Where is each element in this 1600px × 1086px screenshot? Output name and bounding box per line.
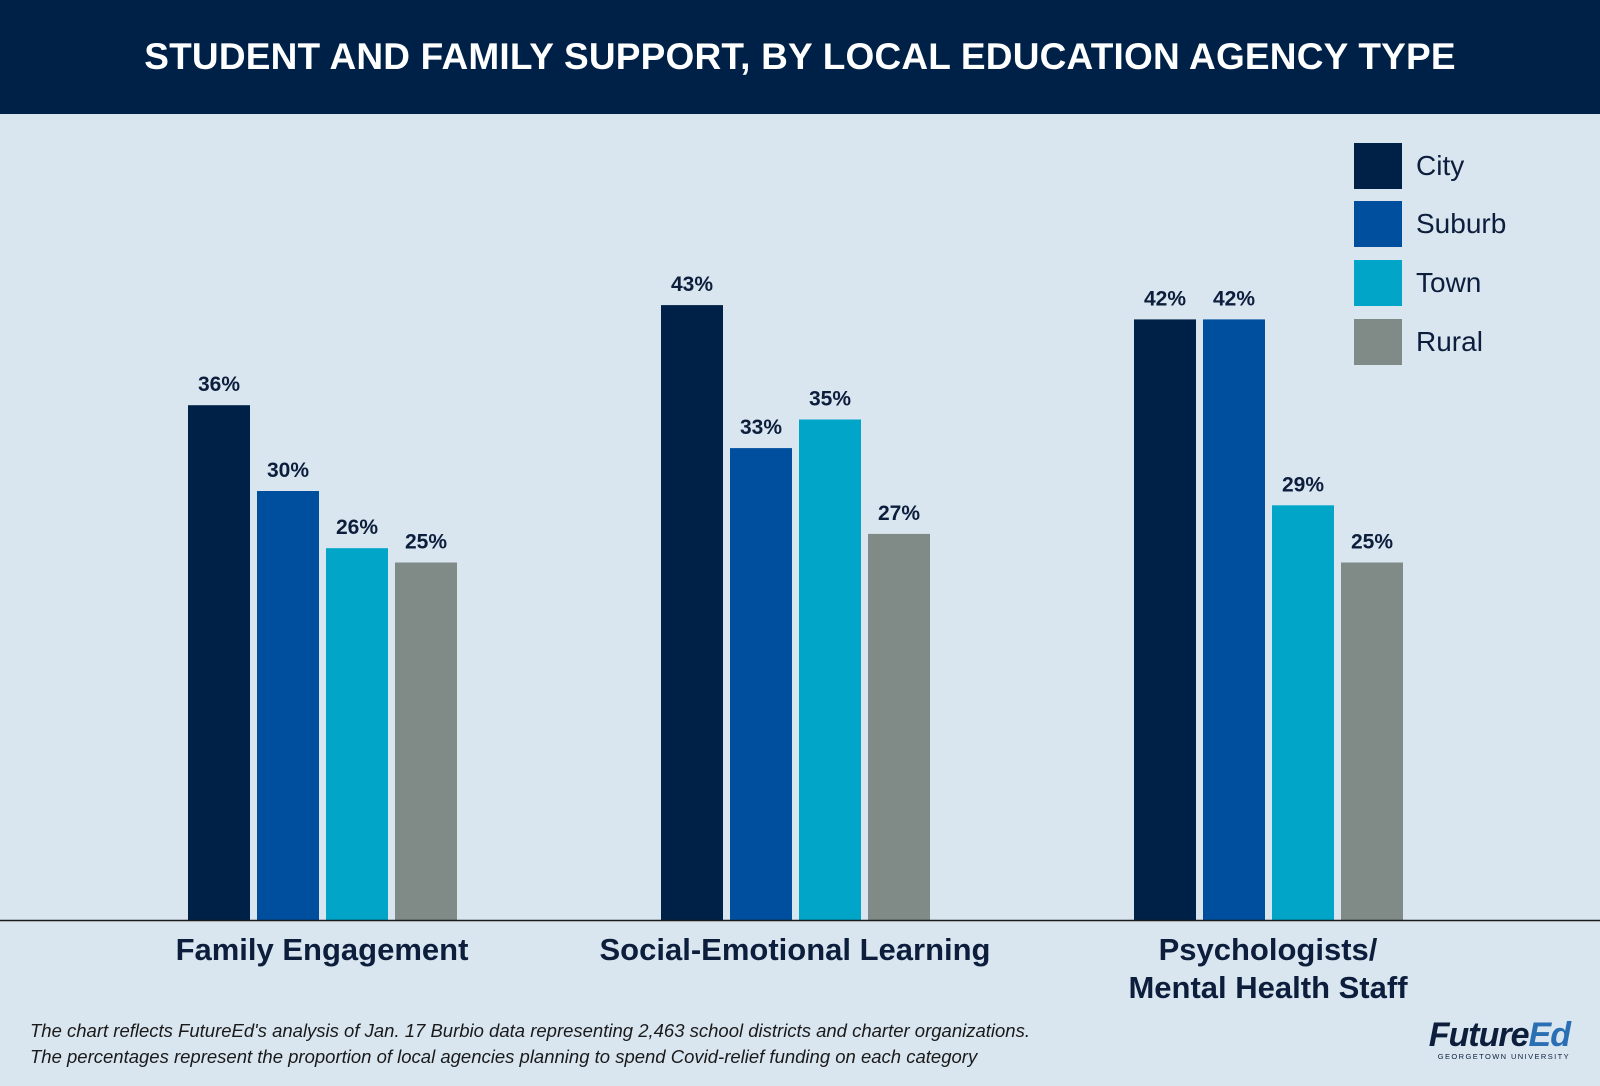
bar-town-family-engagement	[326, 548, 388, 920]
brand-name: FutureEd	[1428, 1016, 1571, 1054]
bar-rural-family-engagement	[395, 562, 457, 920]
bar-suburb-psychologists-mental-health-staff	[1203, 319, 1265, 920]
brand-subtitle: GEORGETOWN UNIVERSITY	[1437, 1052, 1570, 1061]
category-label-line: Family Engagement	[175, 932, 469, 967]
data-label-rural-social-emotional-learning: 27%	[878, 502, 920, 525]
data-label-city-psychologists-mental-health-staff: 42%	[1144, 287, 1186, 310]
data-label-town-psychologists-mental-health-staff: 29%	[1282, 473, 1324, 496]
bar-suburb-social-emotional-learning	[730, 448, 792, 920]
legend-label-city: City	[1416, 150, 1465, 181]
bar-town-social-emotional-learning	[799, 419, 861, 920]
brand-name-part2: Ed	[1528, 1016, 1571, 1054]
data-label-rural-family-engagement: 25%	[405, 531, 447, 554]
data-label-rural-psychologists-mental-health-staff: 25%	[1351, 531, 1393, 554]
category-label-social-emotional-learning: Social-Emotional Learning	[545, 931, 1045, 969]
category-label-line: Mental Health Staff	[1128, 970, 1408, 1005]
footnote-line-2: The percentages represent the proportion…	[30, 1046, 978, 1067]
bar-suburb-family-engagement	[257, 491, 319, 920]
bar-town-psychologists-mental-health-staff	[1272, 505, 1334, 920]
data-label-suburb-family-engagement: 30%	[267, 459, 309, 482]
data-label-suburb-social-emotional-learning: 33%	[740, 416, 782, 439]
category-label-family-engagement: Family Engagement	[72, 931, 572, 969]
bar-rural-psychologists-mental-health-staff	[1341, 562, 1403, 920]
bar-city-family-engagement	[188, 405, 250, 920]
legend-item-suburb: Suburb	[1354, 201, 1506, 247]
bar-rural-social-emotional-learning	[868, 533, 930, 920]
brand-name-part1: Future	[1428, 1016, 1530, 1054]
bar-city-social-emotional-learning	[661, 305, 723, 921]
legend-label-town: Town	[1416, 267, 1482, 298]
legend-item-city: City	[1354, 143, 1464, 189]
data-label-city-social-emotional-learning: 43%	[671, 273, 713, 296]
footnote: The chart reflects FutureEd's analysis o…	[30, 1018, 1330, 1070]
data-label-suburb-psychologists-mental-health-staff: 42%	[1213, 287, 1255, 310]
legend-item-town: Town	[1354, 260, 1481, 306]
legend-swatch-suburb	[1354, 201, 1402, 247]
data-label-town-family-engagement: 26%	[336, 516, 378, 539]
legend-item-rural: Rural	[1354, 319, 1483, 365]
category-label-psychologists-mental-health-staff: Psychologists/Mental Health Staff	[1018, 931, 1518, 1007]
data-label-city-family-engagement: 36%	[198, 373, 240, 396]
chart-title: STUDENT AND FAMILY SUPPORT, BY LOCAL EDU…	[144, 36, 1456, 77]
category-label-line: Psychologists/	[1158, 932, 1378, 967]
category-label-line: Social-Emotional Learning	[599, 932, 991, 967]
data-label-town-social-emotional-learning: 35%	[809, 388, 851, 411]
legend-label-suburb: Suburb	[1416, 208, 1507, 239]
footnote-line-1: The chart reflects FutureEd's analysis o…	[30, 1020, 1030, 1041]
legend-label-rural: Rural	[1416, 326, 1483, 357]
legend-swatch-town	[1354, 260, 1402, 306]
chart-header: STUDENT AND FAMILY SUPPORT, BY LOCAL EDU…	[0, 0, 1600, 114]
legend-swatch-city	[1354, 143, 1402, 189]
bar-city-psychologists-mental-health-staff	[1134, 319, 1196, 920]
legend-swatch-rural	[1354, 319, 1402, 365]
brand-logo: FutureEd GEORGETOWN UNIVERSITY	[1428, 1016, 1571, 1061]
